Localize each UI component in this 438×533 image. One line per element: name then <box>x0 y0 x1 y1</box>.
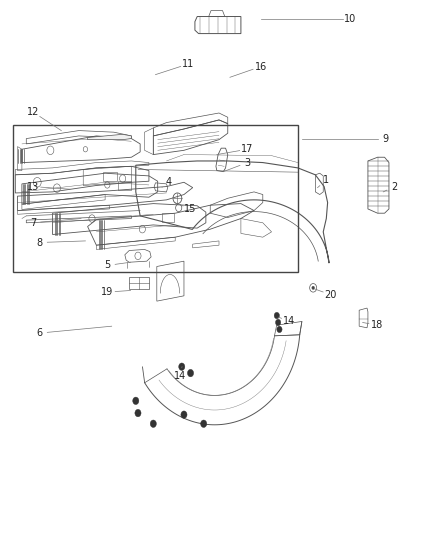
Polygon shape <box>88 134 131 140</box>
Bar <box>118 181 131 190</box>
Text: 9: 9 <box>382 134 389 143</box>
Text: 16: 16 <box>254 62 267 71</box>
Text: 10: 10 <box>344 14 357 23</box>
Text: 3: 3 <box>244 158 251 167</box>
Circle shape <box>277 326 282 333</box>
Bar <box>13 125 298 272</box>
Text: 1: 1 <box>323 175 329 185</box>
Circle shape <box>274 312 279 319</box>
Text: 4: 4 <box>166 177 172 187</box>
Circle shape <box>133 397 139 405</box>
Text: 20: 20 <box>325 290 337 300</box>
Circle shape <box>201 420 207 427</box>
Bar <box>103 172 117 181</box>
Circle shape <box>150 420 156 427</box>
Text: 7: 7 <box>30 218 36 228</box>
Circle shape <box>135 409 141 417</box>
Circle shape <box>276 319 281 326</box>
Circle shape <box>312 286 314 289</box>
Text: 2: 2 <box>391 182 397 191</box>
Circle shape <box>181 411 187 418</box>
Text: 13: 13 <box>27 182 39 191</box>
Bar <box>162 213 174 222</box>
Text: 5: 5 <box>104 261 110 270</box>
Text: 15: 15 <box>184 204 197 214</box>
Text: 12: 12 <box>27 107 39 117</box>
Text: 14: 14 <box>283 316 295 326</box>
Circle shape <box>187 369 194 377</box>
Text: 14: 14 <box>173 371 186 381</box>
Text: 6: 6 <box>36 328 42 338</box>
Circle shape <box>179 363 185 370</box>
Text: 8: 8 <box>36 238 42 247</box>
Text: 17: 17 <box>241 144 254 154</box>
Text: 11: 11 <box>182 59 194 69</box>
Text: 18: 18 <box>371 320 383 330</box>
Text: 19: 19 <box>101 287 113 297</box>
